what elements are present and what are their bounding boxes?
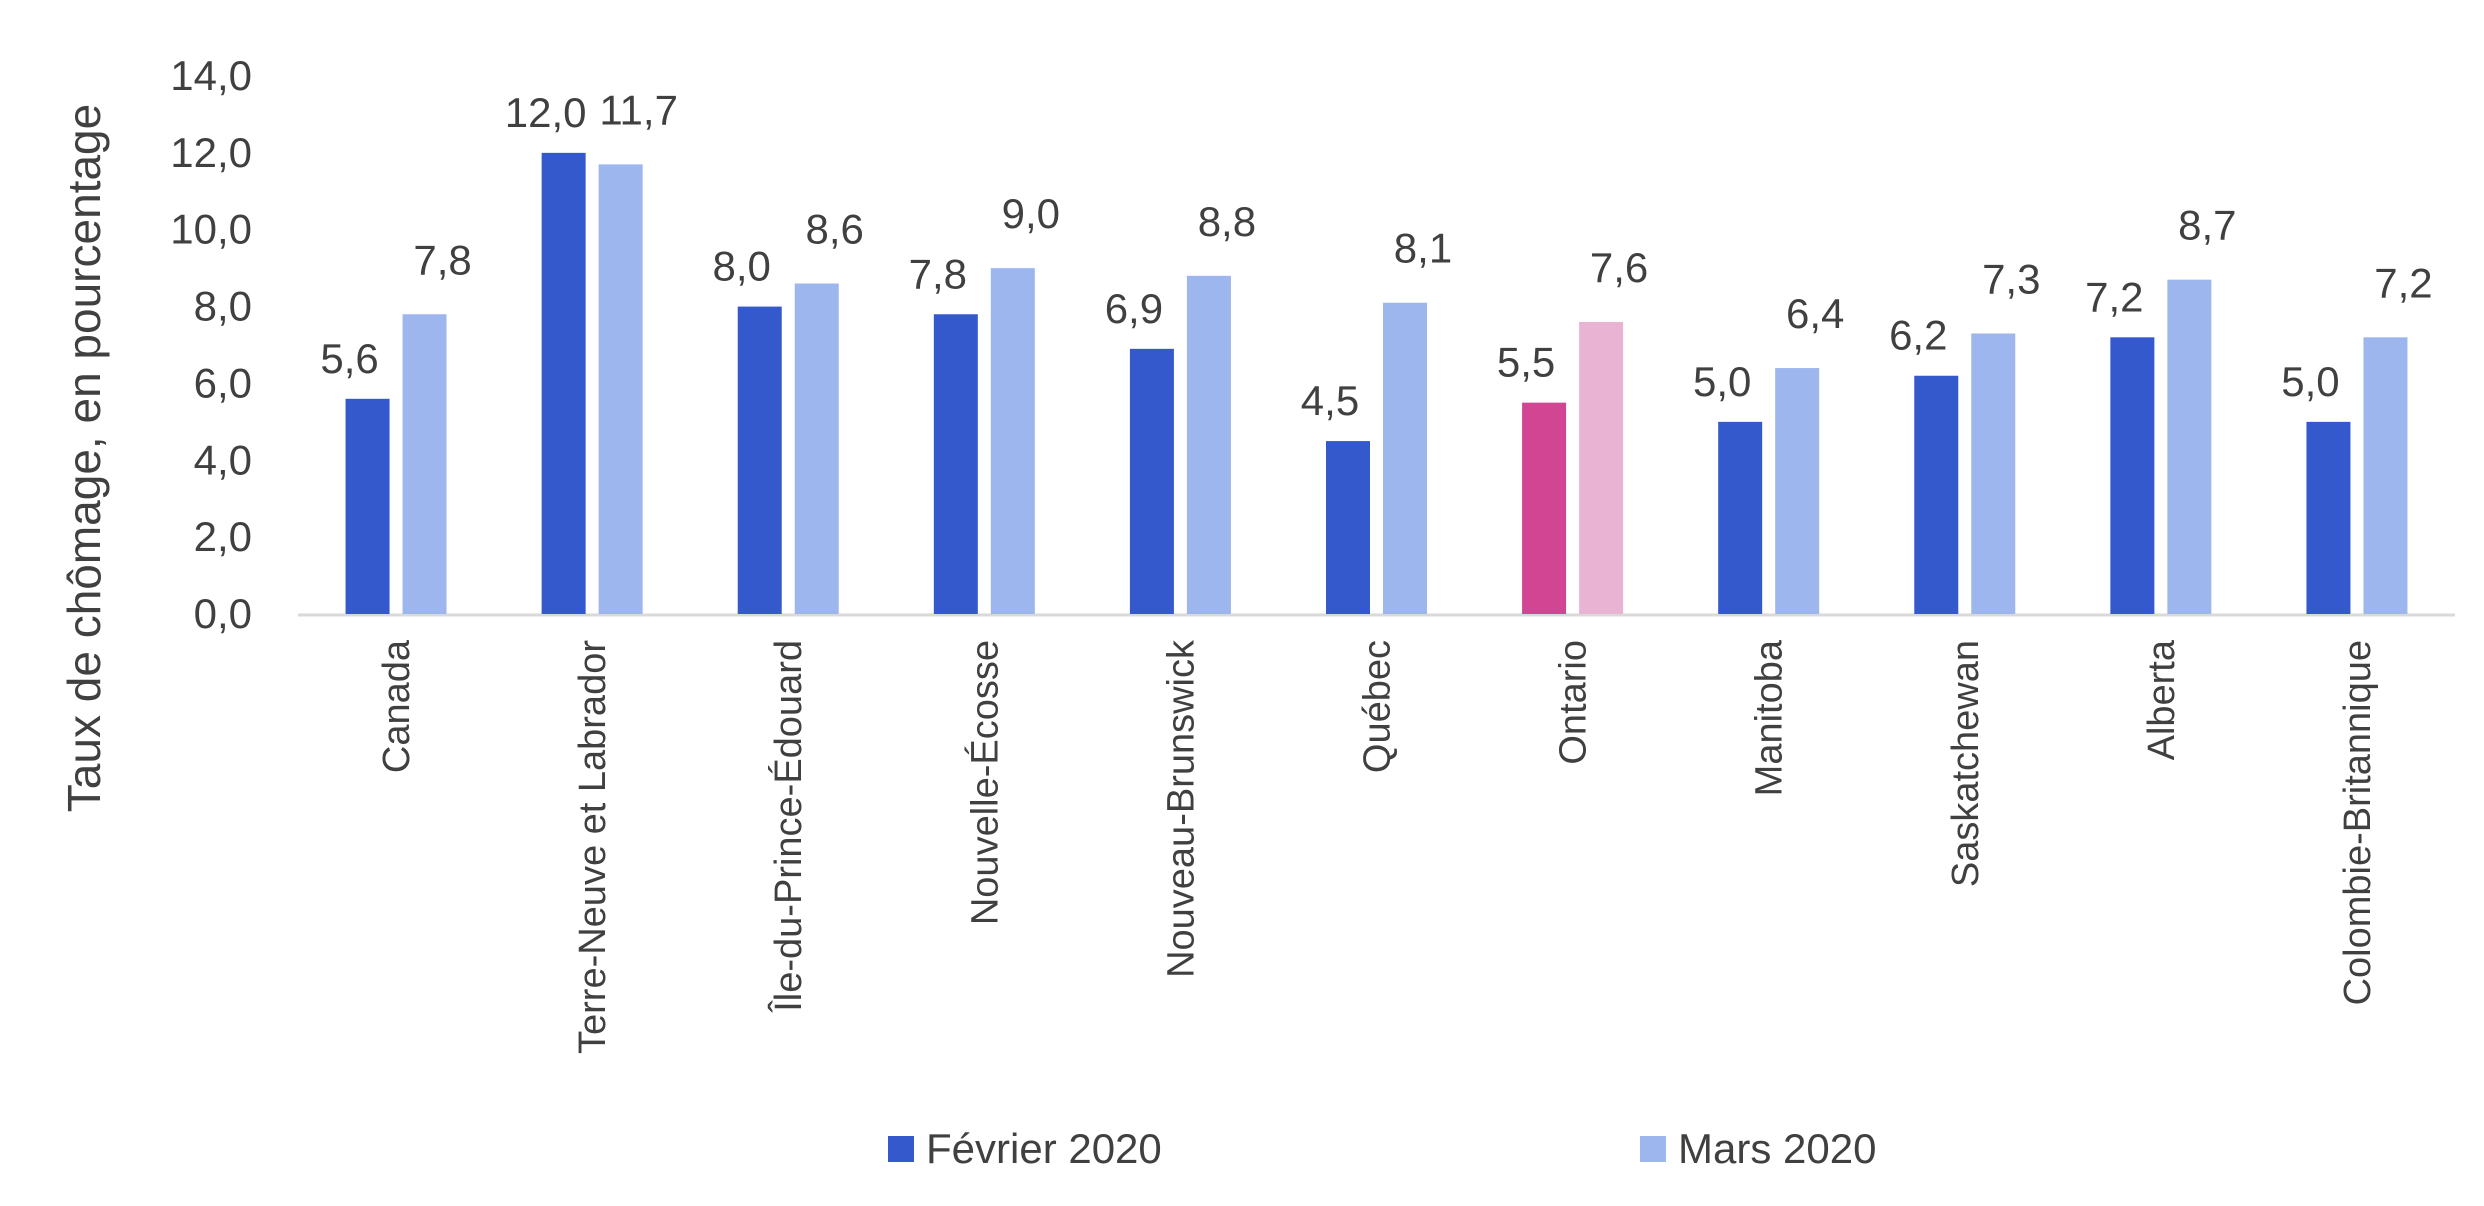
y-tick-label: 0,0 <box>194 590 252 637</box>
data-label: 7,2 <box>2085 273 2143 320</box>
data-label: 8,6 <box>806 206 864 253</box>
chart-bars <box>345 152 2408 614</box>
bar <box>1522 402 1567 614</box>
y-tick-label: 4,0 <box>194 436 252 483</box>
bar <box>345 398 390 614</box>
bar <box>2110 337 2155 614</box>
bar <box>2363 337 2408 614</box>
x-tick-label: Nouveau-Brunswick <box>1160 639 1202 978</box>
data-label: 11,7 <box>599 86 678 133</box>
bar <box>541 152 586 614</box>
bar <box>1914 375 1959 614</box>
bar <box>1971 333 2016 614</box>
y-tick-label: 14,0 <box>170 52 252 99</box>
legend-swatch <box>1640 1136 1666 1162</box>
x-tick-label: Manitoba <box>1749 639 1791 796</box>
data-label: 7,8 <box>909 250 967 297</box>
y-tick-label: 6,0 <box>194 359 252 406</box>
data-label: 8,0 <box>713 243 771 290</box>
data-label: 7,3 <box>1982 255 2040 302</box>
chart-axes: 0,0 2,0 4,0 6,0 8,0 10,0 12,0 14,0 <box>170 52 2455 637</box>
bar <box>2167 279 2212 614</box>
bar <box>933 314 978 614</box>
y-tick-label: 2,0 <box>194 513 252 560</box>
data-label: 7,2 <box>2374 259 2432 306</box>
data-label: 5,5 <box>1497 339 1555 386</box>
bar <box>402 314 447 614</box>
bar <box>737 306 782 614</box>
chart-legend: Février 2020 Mars 2020 <box>888 1125 1876 1172</box>
data-label: 7,8 <box>413 236 471 283</box>
data-label: 5,0 <box>1693 358 1751 405</box>
x-tick-label: Île-du-Prince-Édouard <box>767 640 810 1013</box>
x-tick-label: Canada <box>376 639 418 773</box>
data-label: 5,0 <box>2281 358 2339 405</box>
x-tick-label: Nouvelle-Écosse <box>963 640 1006 925</box>
x-tick-label: Québec <box>1357 640 1399 773</box>
bar <box>2306 421 2351 614</box>
data-label: 7,6 <box>1590 244 1648 291</box>
data-label: 12,0 <box>505 89 587 136</box>
bar <box>1579 321 1624 614</box>
legend-label: Mars 2020 <box>1678 1125 1876 1172</box>
legend-swatch <box>888 1136 914 1162</box>
x-tick-label: Alberta <box>2141 639 2183 760</box>
y-tick-label: 8,0 <box>194 283 252 330</box>
data-label: 8,7 <box>2178 202 2236 249</box>
chart-data-labels: 5,6 7,8 12,0 11,7 8,0 8,6 7,8 9,0 6,9 8,8 4,5 8,1 5,… <box>320 86 2432 424</box>
data-label: 8,8 <box>1198 198 1256 245</box>
bar <box>1326 441 1370 614</box>
bar <box>1775 368 1820 614</box>
bar <box>794 283 839 614</box>
x-tick-label: Ontario <box>1553 640 1595 765</box>
y-tick-label: 12,0 <box>170 129 252 176</box>
bar <box>598 164 643 614</box>
y-tick-label: 10,0 <box>170 206 252 253</box>
bar <box>1186 275 1231 614</box>
data-label: 5,6 <box>320 335 378 382</box>
data-label: 9,0 <box>1002 190 1060 237</box>
y-axis-title: Taux de chômage, en pourcentage <box>58 104 110 812</box>
x-tick-label: Colombie-Britannique <box>2337 640 2379 1005</box>
data-label: 6,2 <box>1889 312 1947 359</box>
chart-category-labels: Canada Terre-Neuve et Labrador Île-du-Prin… <box>376 639 2379 1054</box>
bar <box>1129 348 1174 614</box>
x-tick-label: Terre-Neuve et Labrador <box>572 640 614 1054</box>
data-label: 4,5 <box>1301 377 1359 424</box>
data-label: 8,1 <box>1394 225 1452 272</box>
data-label: 6,4 <box>1786 290 1844 337</box>
x-tick-label: Saskatchewan <box>1945 640 1987 887</box>
data-label: 6,9 <box>1105 285 1163 332</box>
bar <box>1718 421 1763 614</box>
bar <box>990 268 1035 614</box>
legend-label: Février 2020 <box>926 1125 1162 1172</box>
bar <box>1383 302 1427 614</box>
